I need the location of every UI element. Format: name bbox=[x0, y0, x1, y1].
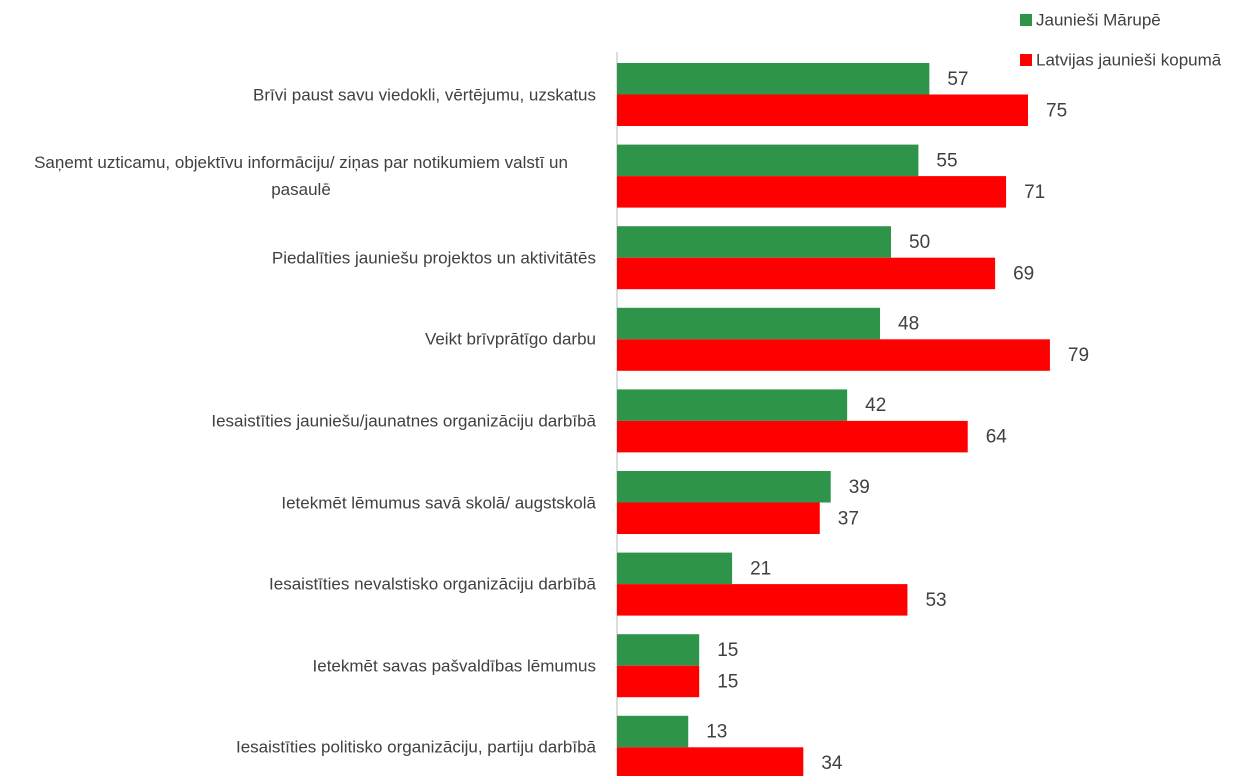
bar bbox=[617, 144, 919, 177]
value-label: 64 bbox=[986, 427, 1008, 448]
category-text: Brīvi paust savu viedokli, vērtējumu, uz… bbox=[253, 85, 596, 104]
category-text: Ietekmēt savas pašvaldības lēmumus bbox=[312, 656, 596, 676]
bar bbox=[617, 94, 1028, 126]
bar bbox=[617, 339, 1050, 371]
category-text: Piedalīties jauniešu projektos un aktivi… bbox=[271, 248, 596, 268]
legend-swatch bbox=[1020, 14, 1032, 26]
category-text: Saņemt uzticamu, objektīvu informāciju/ … bbox=[34, 153, 568, 200]
value-label: 79 bbox=[1068, 345, 1089, 366]
value-label: 75 bbox=[1046, 100, 1067, 121]
value-label: 21 bbox=[750, 558, 771, 579]
category-label: Ietekmēt lēmumus savā skolā/ augstskolā bbox=[0, 489, 596, 516]
bar bbox=[617, 634, 700, 666]
bar bbox=[617, 63, 930, 95]
bar bbox=[617, 747, 804, 776]
value-label: 55 bbox=[936, 150, 957, 171]
value-label: 37 bbox=[838, 508, 859, 529]
category-label: Saņemt uzticamu, objektīvu informāciju/ … bbox=[0, 149, 596, 203]
bar bbox=[617, 176, 1007, 208]
category-text: Veikt brīvprātīgo darbu bbox=[424, 329, 596, 349]
legend-swatch bbox=[1020, 54, 1032, 66]
value-label: 48 bbox=[898, 314, 919, 335]
bar bbox=[617, 665, 700, 698]
category-label: Iesaistīties politisko organizāciju, par… bbox=[0, 734, 596, 761]
bar bbox=[617, 389, 848, 421]
bar bbox=[617, 584, 908, 616]
value-label: 15 bbox=[717, 640, 738, 661]
value-label: 50 bbox=[909, 232, 930, 253]
bar bbox=[617, 552, 733, 585]
value-label: 42 bbox=[865, 395, 886, 416]
bar bbox=[617, 420, 968, 453]
legend-label: Jaunieši Mārupē bbox=[1036, 10, 1161, 29]
category-text: Iesaistīties jauniešu/jaunatnes organizā… bbox=[211, 411, 596, 431]
bar bbox=[617, 502, 820, 534]
bar bbox=[617, 226, 891, 258]
category-text: Iesaistīties nevalstisko organizāciju da… bbox=[269, 574, 596, 594]
category-label: Brīvi paust savu viedokli, vērtējumu, uz… bbox=[0, 81, 596, 108]
category-text: Ietekmēt lēmumus savā skolā/ augstskolā bbox=[281, 493, 596, 512]
category-label: Piedalīties jauniešu projektos un aktivi… bbox=[0, 244, 596, 271]
bar bbox=[617, 257, 996, 290]
value-label: 53 bbox=[925, 590, 946, 611]
category-label: Veikt brīvprātīgo darbu bbox=[0, 326, 596, 353]
bar bbox=[617, 471, 831, 503]
value-label: 69 bbox=[1013, 263, 1034, 284]
value-label: 39 bbox=[849, 477, 870, 498]
bar bbox=[617, 715, 689, 748]
value-label: 13 bbox=[706, 722, 727, 743]
category-label: Iesaistīties nevalstisko organizāciju da… bbox=[0, 571, 596, 598]
value-label: 71 bbox=[1024, 182, 1045, 203]
category-label: Iesaistīties jauniešu/jaunatnes organizā… bbox=[0, 407, 596, 434]
category-label: Ietekmēt savas pašvaldības lēmumus bbox=[0, 652, 596, 679]
legend-label: Latvijas jaunieši kopumā bbox=[1036, 50, 1222, 69]
value-label: 34 bbox=[821, 753, 843, 774]
category-text: Iesaistīties politisko organizāciju, par… bbox=[235, 737, 596, 757]
value-label: 57 bbox=[947, 69, 968, 90]
value-label: 15 bbox=[717, 671, 738, 692]
bar bbox=[617, 307, 881, 340]
